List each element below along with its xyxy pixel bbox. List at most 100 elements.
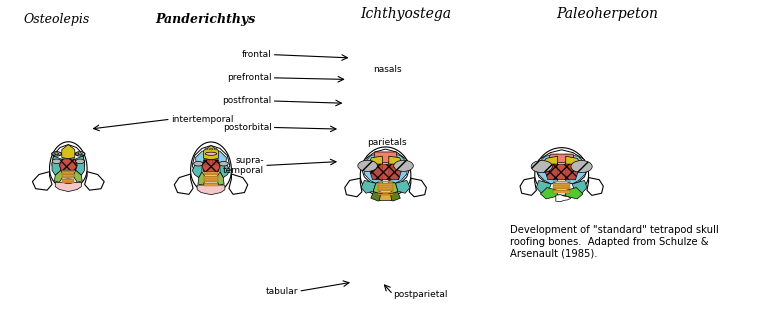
Text: Paleoherpeton: Paleoherpeton — [556, 7, 658, 21]
Text: nasals: nasals — [373, 65, 402, 74]
Ellipse shape — [52, 159, 61, 164]
Polygon shape — [387, 192, 400, 201]
Polygon shape — [520, 177, 537, 195]
Polygon shape — [191, 142, 231, 193]
Polygon shape — [204, 179, 218, 180]
Polygon shape — [553, 186, 570, 188]
Polygon shape — [373, 180, 383, 195]
Polygon shape — [55, 170, 64, 182]
Polygon shape — [565, 188, 583, 199]
Polygon shape — [204, 172, 218, 173]
Polygon shape — [378, 188, 393, 190]
Polygon shape — [204, 183, 218, 184]
Polygon shape — [204, 177, 218, 179]
Polygon shape — [378, 192, 393, 193]
Polygon shape — [556, 195, 571, 202]
Polygon shape — [565, 154, 585, 184]
Ellipse shape — [357, 160, 377, 171]
Polygon shape — [378, 194, 393, 195]
Polygon shape — [541, 156, 558, 169]
Polygon shape — [537, 180, 551, 193]
Ellipse shape — [55, 153, 58, 155]
Polygon shape — [175, 174, 193, 194]
Ellipse shape — [194, 162, 203, 166]
Polygon shape — [378, 183, 393, 184]
Polygon shape — [553, 181, 570, 182]
Polygon shape — [33, 172, 52, 190]
Polygon shape — [203, 146, 219, 160]
Polygon shape — [361, 147, 411, 197]
Polygon shape — [378, 190, 393, 191]
Polygon shape — [198, 172, 206, 185]
Polygon shape — [202, 160, 220, 172]
Polygon shape — [52, 145, 85, 178]
Text: supra-
temporal: supra- temporal — [223, 156, 264, 175]
Text: postfrontal: postfrontal — [222, 96, 272, 106]
Polygon shape — [345, 178, 362, 197]
Ellipse shape — [64, 180, 73, 184]
Polygon shape — [361, 180, 376, 193]
Polygon shape — [62, 174, 74, 175]
Text: frontal: frontal — [242, 50, 272, 59]
Polygon shape — [378, 184, 393, 186]
Polygon shape — [572, 180, 587, 193]
Polygon shape — [545, 164, 578, 180]
Polygon shape — [367, 156, 383, 168]
Text: Osteolepis: Osteolepis — [24, 13, 90, 26]
Polygon shape — [192, 164, 202, 177]
Ellipse shape — [78, 153, 82, 155]
Polygon shape — [389, 156, 404, 168]
Polygon shape — [371, 192, 384, 201]
Polygon shape — [196, 150, 209, 166]
Polygon shape — [553, 190, 570, 191]
Polygon shape — [553, 188, 570, 189]
Polygon shape — [537, 150, 587, 184]
Polygon shape — [535, 148, 588, 195]
Ellipse shape — [531, 161, 553, 172]
Text: postparietal: postparietal — [393, 290, 448, 299]
Polygon shape — [538, 154, 558, 184]
Polygon shape — [229, 174, 247, 194]
Polygon shape — [389, 180, 398, 195]
Polygon shape — [220, 164, 230, 177]
Polygon shape — [62, 170, 74, 172]
Text: intertemporal: intertemporal — [171, 115, 233, 124]
Text: Panderichthys: Panderichthys — [155, 13, 255, 26]
Ellipse shape — [219, 162, 228, 166]
Polygon shape — [213, 150, 226, 166]
Polygon shape — [378, 181, 393, 182]
Polygon shape — [553, 191, 570, 193]
Text: postorbital: postorbital — [223, 123, 272, 132]
Polygon shape — [59, 159, 77, 170]
Text: prefrontal: prefrontal — [227, 73, 272, 82]
Polygon shape — [380, 194, 392, 200]
Polygon shape — [378, 186, 393, 188]
Polygon shape — [362, 149, 409, 184]
Polygon shape — [52, 156, 61, 175]
Polygon shape — [62, 180, 74, 182]
Polygon shape — [540, 188, 558, 199]
Polygon shape — [565, 156, 582, 169]
Text: Ichthyostega: Ichthyostega — [361, 7, 452, 21]
Polygon shape — [49, 142, 87, 189]
Ellipse shape — [75, 152, 85, 156]
Polygon shape — [62, 177, 74, 178]
Ellipse shape — [209, 148, 213, 150]
Ellipse shape — [214, 148, 217, 150]
Polygon shape — [204, 176, 218, 177]
Polygon shape — [204, 181, 218, 182]
Polygon shape — [370, 164, 401, 180]
Polygon shape — [76, 156, 85, 175]
Polygon shape — [549, 154, 575, 163]
Ellipse shape — [52, 152, 61, 156]
Polygon shape — [389, 153, 408, 183]
Polygon shape — [395, 180, 410, 193]
Polygon shape — [62, 172, 74, 173]
Polygon shape — [85, 172, 104, 190]
Polygon shape — [62, 175, 74, 177]
Text: tabular: tabular — [266, 287, 298, 296]
Polygon shape — [61, 145, 75, 159]
Ellipse shape — [205, 152, 217, 155]
Polygon shape — [55, 182, 81, 192]
Polygon shape — [373, 152, 398, 163]
